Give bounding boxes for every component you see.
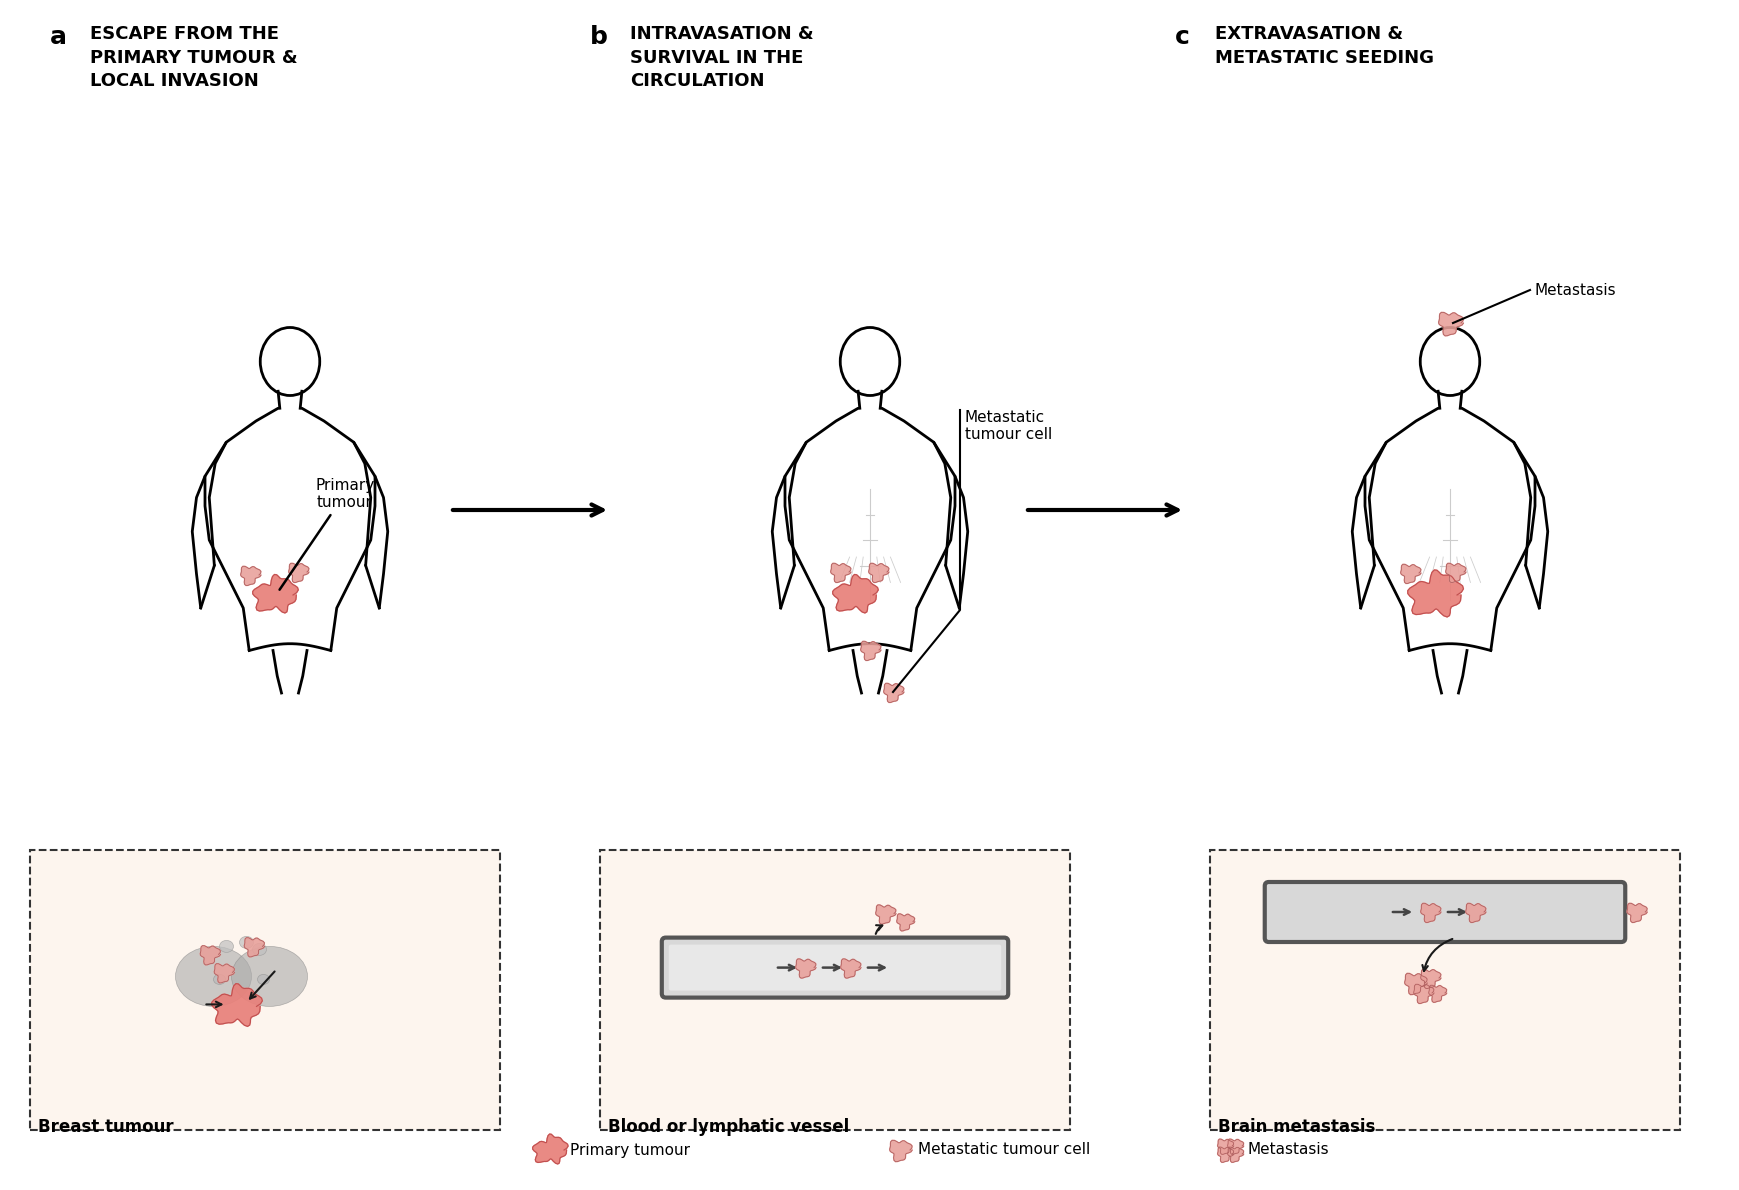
Polygon shape [1438,312,1462,336]
FancyBboxPatch shape [661,938,1007,997]
Text: Brain metastasis: Brain metastasis [1217,1117,1374,1136]
Polygon shape [212,984,263,1026]
Polygon shape [833,575,878,613]
Polygon shape [795,959,816,978]
Ellipse shape [231,946,308,1007]
Polygon shape [875,904,896,925]
Polygon shape [1217,1139,1233,1154]
Polygon shape [840,959,861,978]
Text: b: b [590,25,607,49]
Text: Primary
tumour: Primary tumour [280,477,374,590]
FancyBboxPatch shape [600,850,1069,1130]
Ellipse shape [176,946,252,1007]
Text: Primary tumour: Primary tumour [570,1142,690,1158]
Ellipse shape [252,944,266,956]
Text: a: a [50,25,68,49]
Polygon shape [1412,984,1433,1003]
Text: INTRAVASATION &
SURVIVAL IN THE
CIRCULATION: INTRAVASATION & SURVIVAL IN THE CIRCULAT… [630,25,814,90]
Ellipse shape [214,975,226,984]
Polygon shape [289,563,310,583]
FancyBboxPatch shape [1209,850,1680,1130]
Polygon shape [1626,903,1647,922]
Polygon shape [868,563,889,583]
Text: Metastatic tumour cell: Metastatic tumour cell [918,1142,1090,1158]
Polygon shape [1407,570,1462,616]
Text: Blood or lymphatic vessel: Blood or lymphatic vessel [607,1117,849,1136]
Text: Metastasis: Metastasis [1534,282,1616,298]
Polygon shape [1445,563,1466,583]
Polygon shape [896,914,915,931]
FancyBboxPatch shape [668,945,1000,990]
Polygon shape [200,946,221,965]
Text: Metastatic
tumour cell: Metastatic tumour cell [965,411,1052,443]
Polygon shape [1403,973,1426,995]
Polygon shape [1428,985,1447,1002]
Polygon shape [1419,903,1440,922]
Ellipse shape [219,940,233,952]
FancyBboxPatch shape [30,850,499,1130]
Polygon shape [889,1140,911,1161]
Text: Metastasis: Metastasis [1247,1142,1329,1158]
Polygon shape [243,938,264,957]
Polygon shape [214,964,235,983]
Polygon shape [1419,970,1440,989]
Polygon shape [830,563,850,583]
Polygon shape [1228,1147,1243,1163]
Text: ESCAPE FROM THE
PRIMARY TUMOUR &
LOCAL INVASION: ESCAPE FROM THE PRIMARY TUMOUR & LOCAL I… [90,25,297,90]
Ellipse shape [257,975,270,984]
Polygon shape [532,1134,567,1164]
Polygon shape [252,575,297,613]
Text: c: c [1174,25,1189,49]
Ellipse shape [240,937,254,948]
Polygon shape [1217,1147,1233,1163]
Text: Breast tumour: Breast tumour [38,1117,174,1136]
Polygon shape [240,566,261,585]
Polygon shape [1400,564,1421,583]
FancyBboxPatch shape [1264,882,1624,942]
Polygon shape [1464,903,1485,922]
Text: EXTRAVASATION &
METASTATIC SEEDING: EXTRAVASATION & METASTATIC SEEDING [1214,25,1433,67]
Polygon shape [1228,1139,1243,1154]
Polygon shape [883,683,904,702]
Polygon shape [861,641,880,660]
